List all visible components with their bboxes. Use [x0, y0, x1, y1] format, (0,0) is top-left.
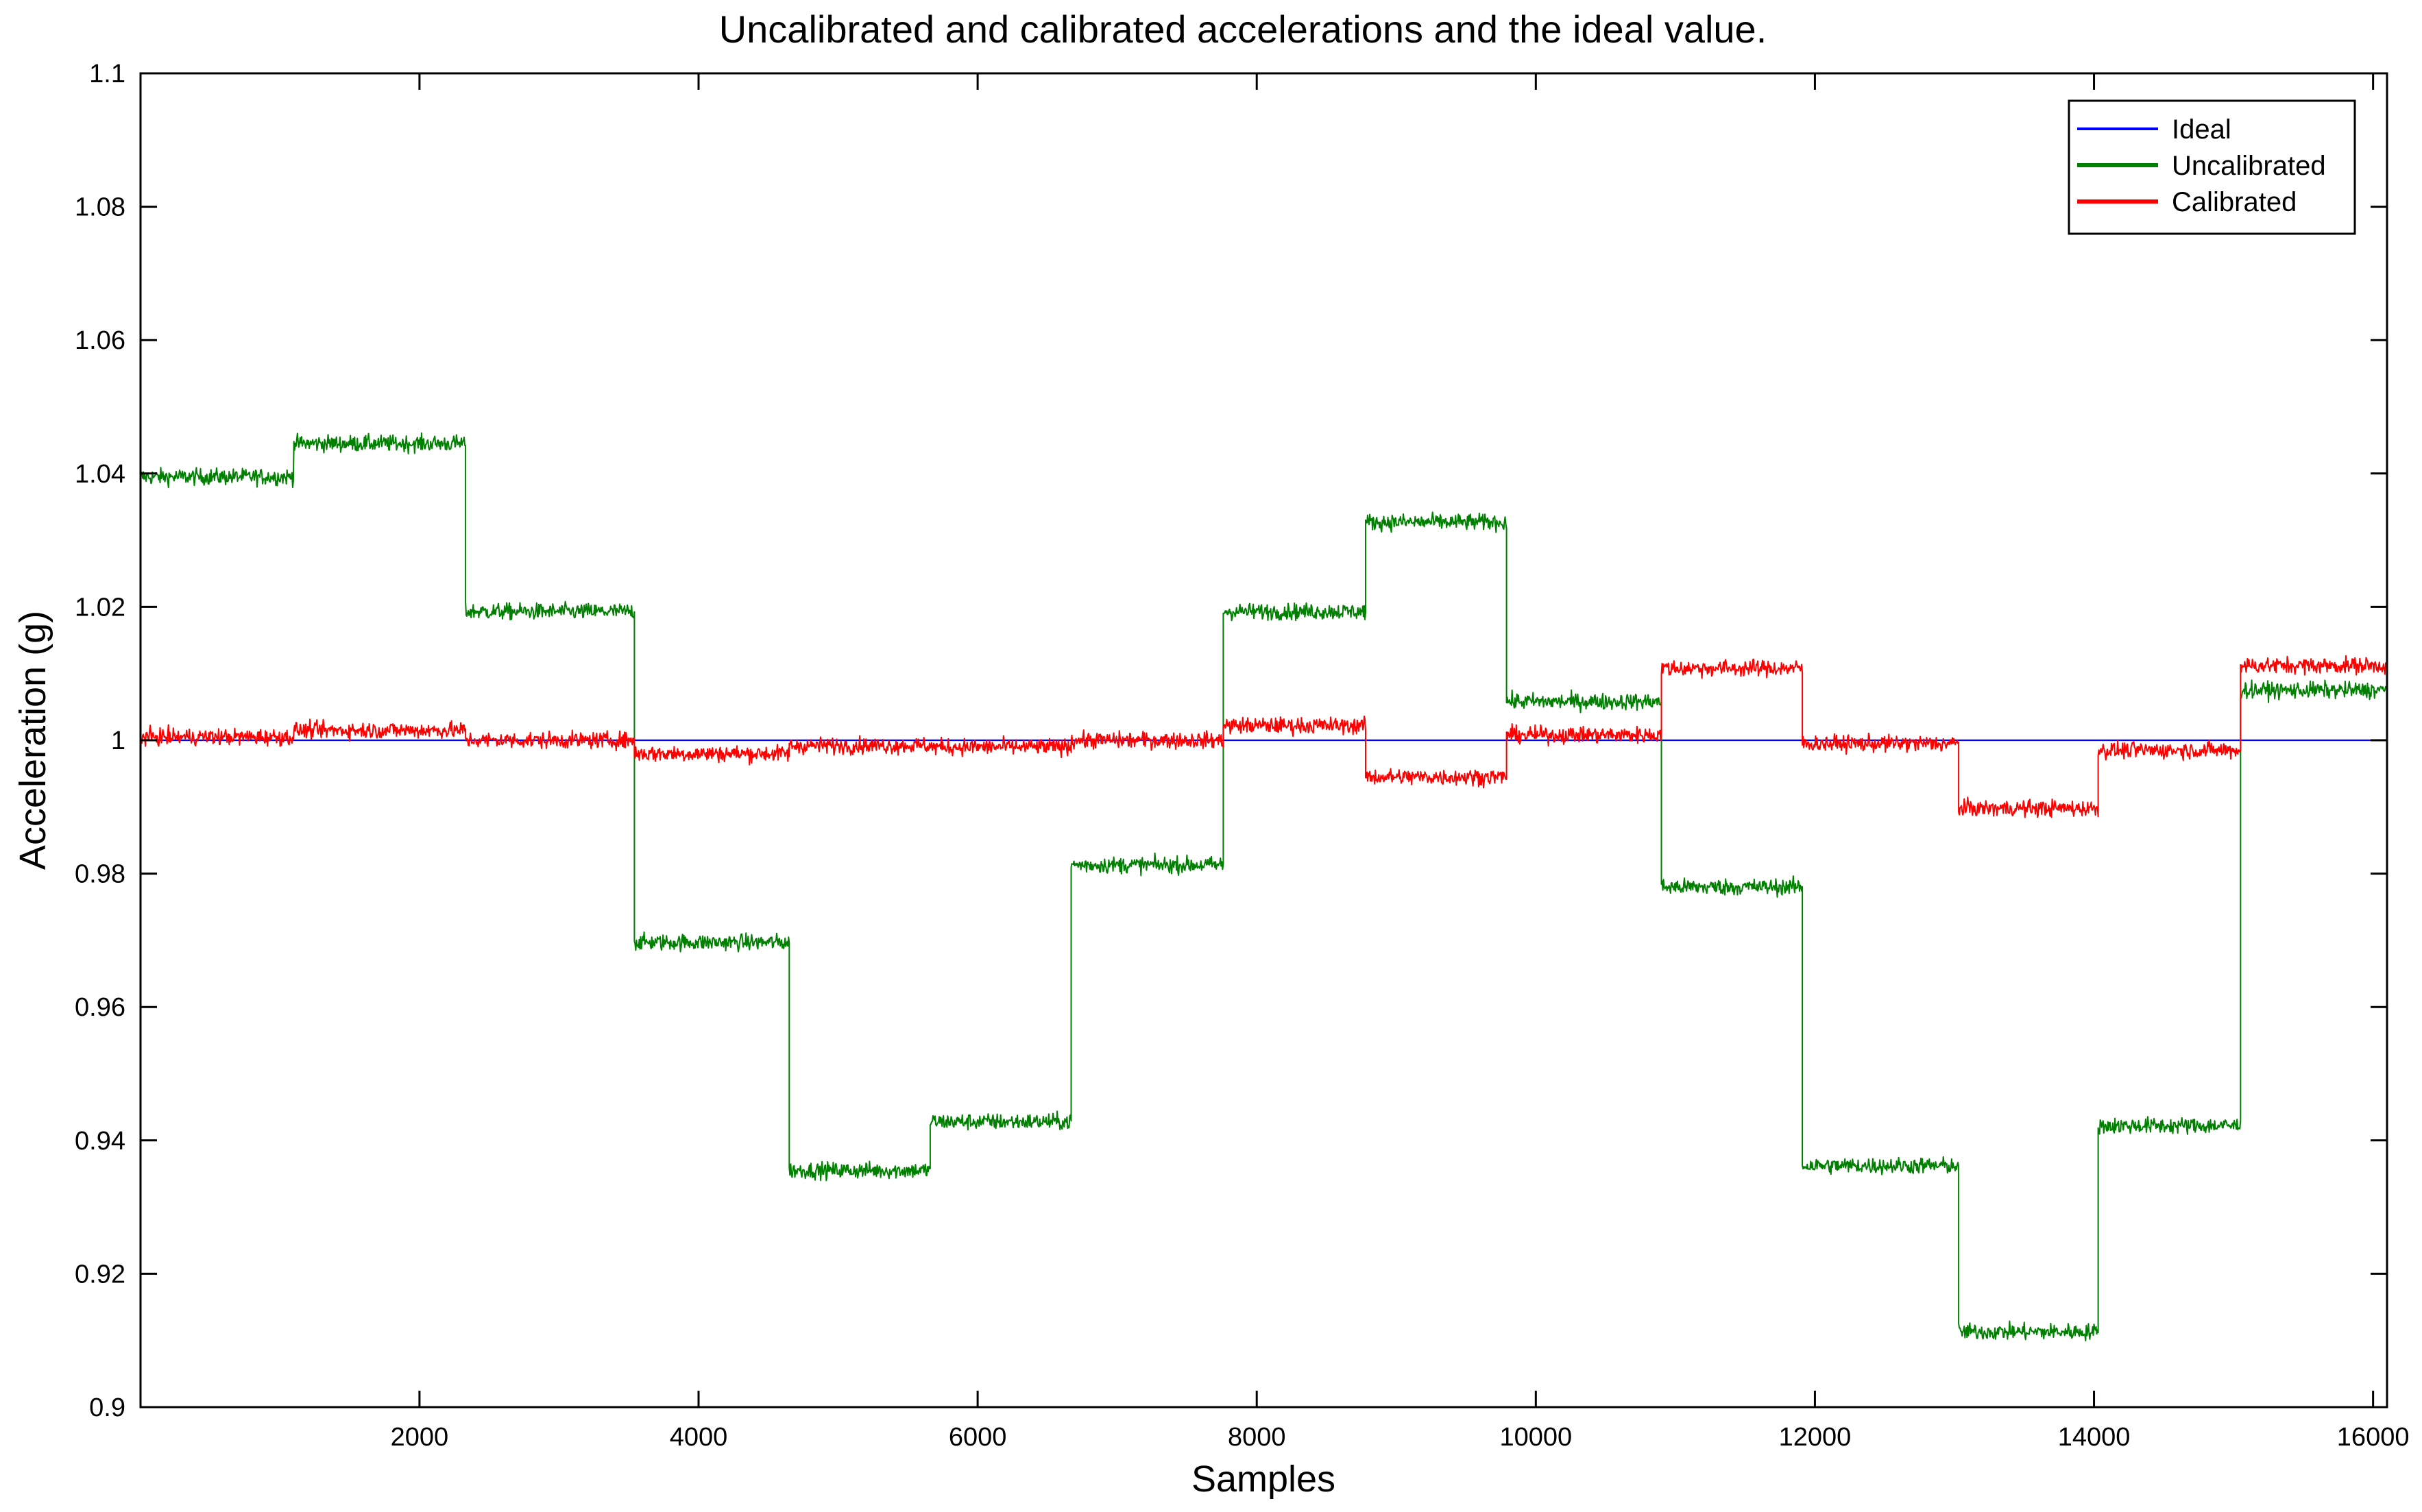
x-tick-label: 4000 — [670, 1423, 728, 1452]
legend-label-calibrated: Calibrated — [2172, 187, 2297, 217]
x-tick-label: 6000 — [949, 1423, 1007, 1452]
series-layer — [141, 432, 2387, 1341]
chart-title: Uncalibrated and calibrated acceleration… — [719, 8, 1767, 51]
y-tick-label: 0.9 — [89, 1393, 125, 1422]
series-line-calibrated — [141, 655, 2387, 818]
x-tick-label: 8000 — [1228, 1423, 1286, 1452]
y-tick-label: 0.98 — [75, 860, 125, 889]
y-axis-label: Acceleration (g) — [12, 611, 53, 870]
x-tick-label: 12000 — [1779, 1423, 1852, 1452]
y-tick-label: 1.1 — [89, 60, 125, 88]
legend-label-ideal: Ideal — [2172, 114, 2231, 145]
y-tick-label: 0.94 — [75, 1127, 125, 1156]
x-tick-label: 2000 — [391, 1423, 449, 1452]
y-tick-label: 1 — [111, 727, 125, 755]
y-tick-label: 1.06 — [75, 326, 125, 355]
x-tick-label: 14000 — [2058, 1423, 2131, 1452]
x-axis: 2000 4000 6000 8000 10000 12000 14000 16000 — [391, 73, 2410, 1452]
y-tick-label: 0.96 — [75, 993, 125, 1022]
plot-area — [141, 432, 2387, 1341]
y-axis: 0.9 0.92 0.94 0.96 0.98 1 1.02 1.04 1.06 1.08 1.1 — [75, 60, 2387, 1422]
y-tick-label: 1.04 — [75, 460, 125, 489]
y-tick-label: 0.92 — [75, 1260, 125, 1289]
y-tick-label: 1.02 — [75, 593, 125, 622]
legend-label-uncalibrated: Uncalibrated — [2172, 151, 2326, 181]
series-line-uncalibrated — [141, 432, 2387, 1341]
x-tick-label: 10000 — [1499, 1423, 1572, 1452]
legend: Ideal Uncalibrated Calibrated — [2068, 99, 2356, 235]
y-tick-label: 1.08 — [75, 193, 125, 222]
x-axis-label: Samples — [1191, 1459, 1335, 1500]
x-tick-label: 16000 — [2337, 1423, 2410, 1452]
